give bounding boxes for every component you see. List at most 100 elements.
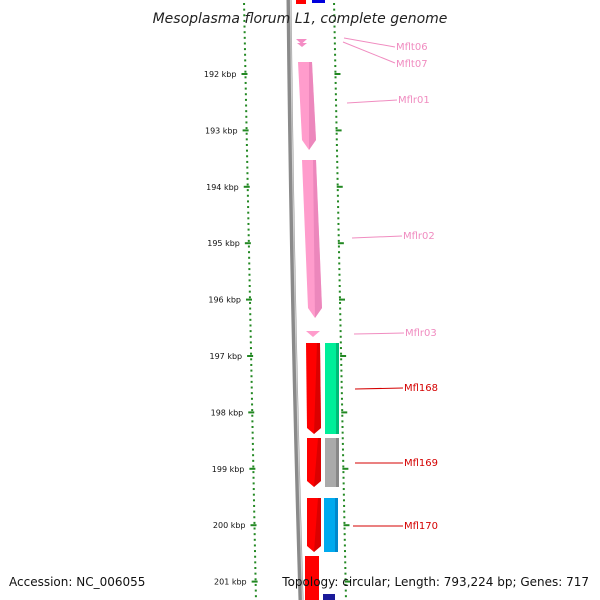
minor-tick-dot bbox=[246, 183, 249, 186]
minor-tick-dot bbox=[249, 335, 252, 338]
rrna-feature-mflr03 bbox=[306, 331, 320, 337]
kbp-label: 193 kbp bbox=[205, 126, 238, 135]
minor-tick-dot bbox=[336, 189, 339, 192]
minor-tick-dot bbox=[251, 420, 254, 423]
minor-tick-dot bbox=[245, 144, 248, 146]
minor-tick-dot bbox=[243, 14, 246, 17]
minor-tick-dot bbox=[340, 392, 343, 395]
kbp-major-tick bbox=[251, 580, 258, 583]
minor-tick-dot bbox=[335, 115, 338, 118]
minor-tick-dot bbox=[334, 87, 337, 90]
minor-tick-dot bbox=[343, 527, 346, 530]
minor-tick-dot bbox=[333, 14, 336, 17]
minor-tick-dot bbox=[248, 296, 251, 299]
topology-text: Topology: circular; Length: 793,224 bp; … bbox=[281, 575, 589, 589]
minor-tick-dot bbox=[248, 273, 251, 276]
minor-tick-dot bbox=[249, 330, 252, 333]
cog-feature-mfl170-shade bbox=[335, 498, 338, 552]
minor-tick-dot bbox=[344, 572, 347, 575]
kbp-label: 198 kbp bbox=[211, 408, 244, 417]
minor-tick-dot bbox=[334, 59, 337, 62]
minor-tick-dot bbox=[248, 268, 251, 271]
minor-tick-dot bbox=[343, 504, 346, 507]
minor-tick-dot bbox=[333, 25, 336, 28]
minor-tick-dot bbox=[343, 516, 346, 519]
minor-tick-dot bbox=[341, 431, 344, 434]
minor-tick-dot bbox=[341, 414, 344, 417]
minor-tick-dot bbox=[245, 121, 248, 124]
minor-tick-dot bbox=[341, 426, 344, 428]
minor-tick-dot bbox=[338, 262, 341, 265]
minor-tick-dot bbox=[243, 19, 246, 22]
minor-tick-dot bbox=[249, 307, 252, 310]
minor-tick-dot bbox=[250, 397, 253, 400]
minor-tick-dot bbox=[334, 76, 337, 79]
minor-tick-dot bbox=[247, 222, 250, 225]
kbp-major-tick-right bbox=[340, 355, 347, 357]
minor-tick-dot bbox=[337, 217, 340, 220]
cog-feature-blue-partial-bottom bbox=[323, 594, 335, 600]
minor-tick-dot bbox=[339, 301, 342, 304]
cds-feature-mfl168-shade bbox=[314, 343, 321, 434]
leader-lines bbox=[342, 37, 405, 527]
minor-tick-dot bbox=[252, 454, 255, 457]
trna-feature-mflt07 bbox=[297, 43, 307, 47]
minor-tick-dot bbox=[333, 31, 336, 34]
minor-tick-dot bbox=[252, 488, 255, 491]
minor-tick-dot bbox=[253, 544, 256, 547]
minor-tick-dot bbox=[333, 19, 336, 22]
minor-tick-dot bbox=[251, 431, 254, 434]
kbp-major-tick bbox=[249, 467, 256, 470]
minor-tick-dot bbox=[336, 166, 339, 169]
minor-tick-dot bbox=[339, 330, 342, 333]
minor-tick-dot bbox=[246, 155, 249, 158]
minor-tick-dot bbox=[334, 93, 337, 96]
minor-tick-dot bbox=[333, 3, 336, 5]
minor-tick-dot bbox=[336, 177, 339, 180]
kbp-major-tick bbox=[248, 411, 255, 414]
minor-tick-dot bbox=[251, 448, 254, 451]
leader-line-mflr03 bbox=[353, 332, 405, 335]
minor-tick-dot bbox=[342, 454, 345, 457]
minor-tick-dot bbox=[254, 561, 257, 564]
minor-tick-dot bbox=[248, 285, 251, 287]
kbp-label: 192 kbp bbox=[204, 70, 237, 79]
minor-tick-dot bbox=[246, 160, 249, 163]
minor-tick-dot bbox=[341, 420, 344, 423]
minor-tick-dot bbox=[249, 341, 252, 344]
kbp-major-tick bbox=[245, 298, 252, 301]
minor-tick-dot bbox=[250, 369, 253, 372]
minor-tick-dot bbox=[333, 48, 336, 51]
minor-tick-dot bbox=[335, 121, 338, 124]
minor-tick-dot bbox=[344, 595, 347, 598]
minor-tick-dot bbox=[250, 386, 253, 389]
minor-tick-dot bbox=[341, 448, 344, 451]
gene-label-mfl169: Mfl169 bbox=[404, 458, 438, 469]
minor-tick-dot bbox=[254, 555, 257, 558]
minor-tick-dot bbox=[246, 166, 249, 169]
minor-tick-dot bbox=[252, 493, 255, 496]
minor-tick-dot bbox=[340, 397, 343, 400]
leader-line-mflt06 bbox=[343, 37, 396, 48]
minor-tick-dot bbox=[342, 459, 345, 462]
kbp-label: 196 kbp bbox=[208, 296, 241, 305]
minor-tick-dot bbox=[246, 177, 249, 180]
minor-tick-dot bbox=[245, 115, 248, 118]
kbp-major-tick-right bbox=[343, 524, 350, 527]
gene-label-mflt07: Mflt07 bbox=[396, 59, 428, 70]
minor-tick-dot bbox=[252, 499, 255, 502]
minor-tick-dot bbox=[340, 375, 343, 378]
minor-tick-dot bbox=[253, 521, 256, 524]
minor-tick-dot bbox=[244, 70, 247, 73]
leader-line-mfl168 bbox=[354, 387, 404, 390]
cog-feature-blue-partial bbox=[312, 0, 325, 3]
minor-tick-dot bbox=[342, 493, 345, 496]
minor-tick-dot bbox=[253, 510, 256, 513]
minor-tick-dot bbox=[246, 172, 249, 175]
minor-tick-dot bbox=[244, 98, 247, 101]
gene-label-mflr03: Mflr03 bbox=[405, 328, 437, 339]
minor-tick-dot bbox=[254, 572, 257, 575]
minor-tick-dot bbox=[339, 335, 342, 338]
cds-feature-partial bbox=[296, 0, 306, 4]
minor-tick-dot bbox=[335, 110, 338, 113]
